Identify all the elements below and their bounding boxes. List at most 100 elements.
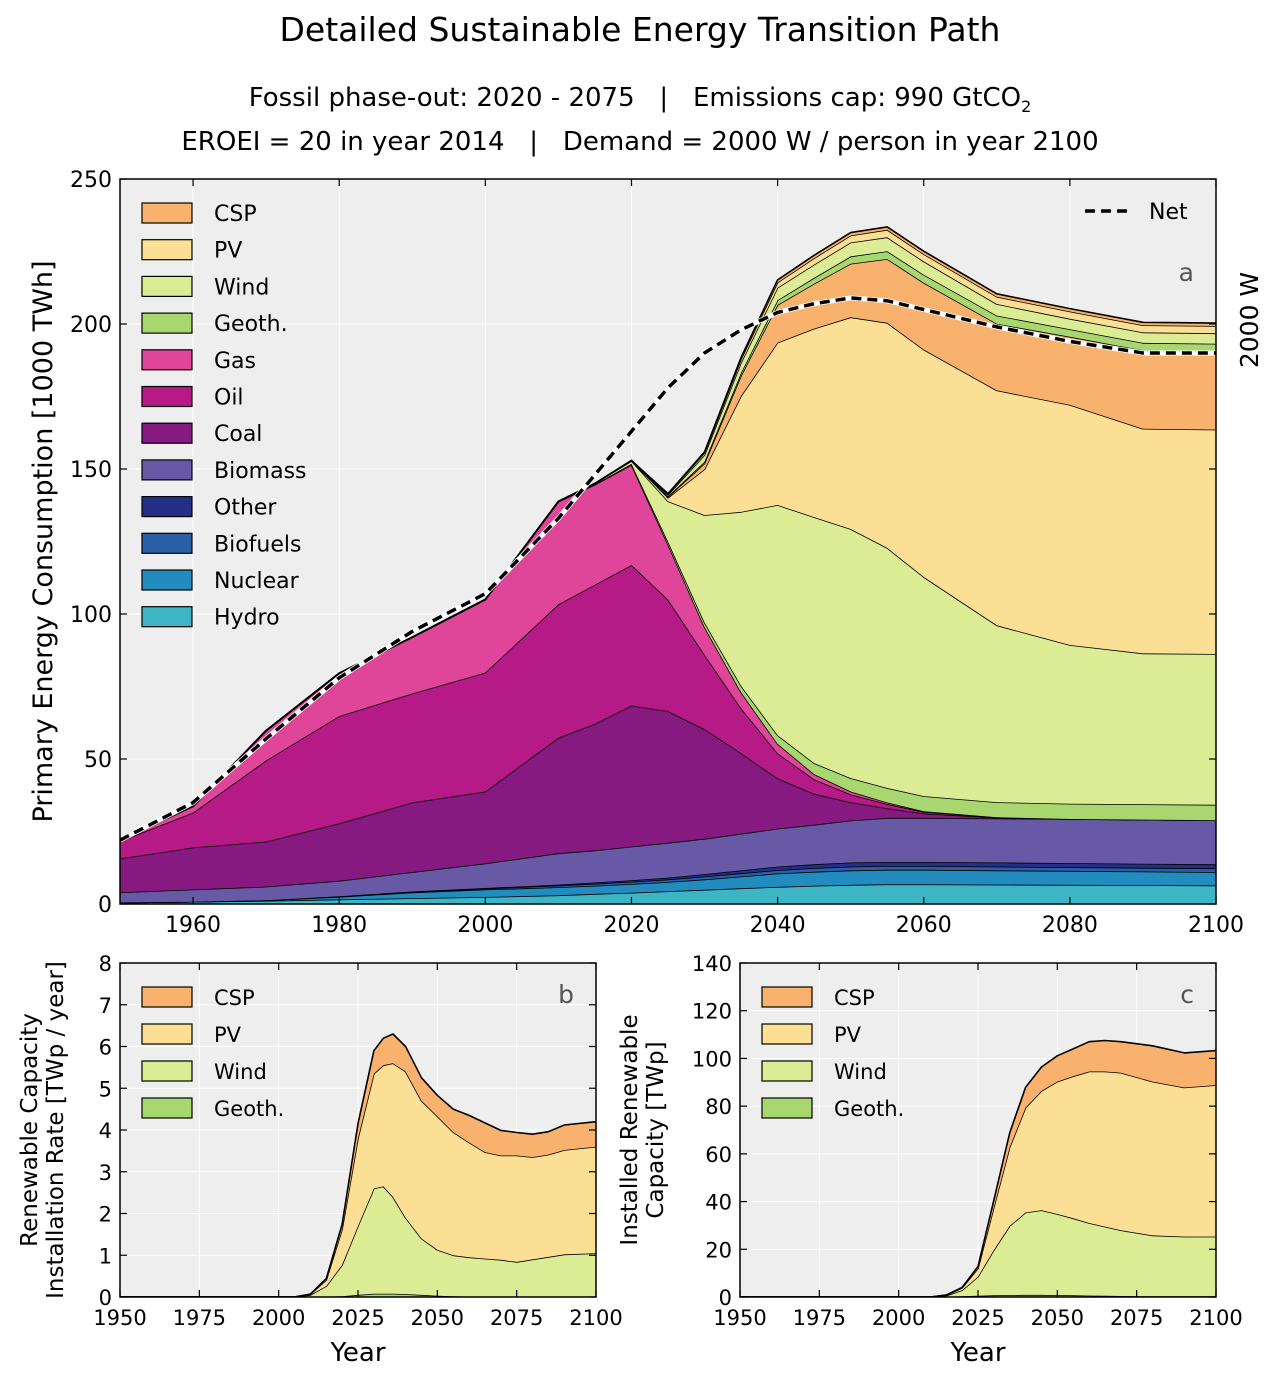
y-axis-label: Renewable CapacityInstallation Rate [TWp… (17, 961, 69, 1299)
x-tick-label: 2100 (1188, 913, 1244, 938)
legend-label-geoth: Geoth. (214, 312, 288, 337)
area-wind (740, 1210, 1216, 1297)
x-tick-label: 2075 (1110, 1306, 1163, 1330)
area-other (120, 862, 1216, 903)
legend-label-pv: PV (214, 1023, 242, 1047)
x-tick-label: 1975 (173, 1306, 226, 1330)
y-tick-label: 20 (705, 1238, 732, 1262)
x-tick-label: 2080 (1042, 913, 1098, 938)
legend-swatch-pv (141, 1023, 193, 1045)
area-pv (120, 1063, 596, 1297)
chart-panel-c: 1950 1975 2000 2025 2050 2075 2100 0 20 40 60 80 100… (617, 952, 1243, 1368)
y-axis-label-line: Renewable Capacity (17, 1013, 43, 1247)
legend-label-hydro: Hydro (214, 606, 280, 631)
subtitle-separator: | (659, 83, 669, 113)
panel-label: c (1180, 980, 1194, 1009)
legend-label-nuclear: Nuclear (214, 569, 300, 594)
y-axis-label: Primary Energy Consumption [1000 TWh] (28, 260, 59, 822)
legend-swatch-hydro (141, 606, 193, 628)
subtitle-emissions-cap: Emissions cap: 990 GtCO (692, 83, 1022, 113)
y-tick-label: 250 (70, 168, 112, 193)
area-coal (120, 705, 1216, 893)
chart-panel-a: 1960 1980 2000 2020 2040 2060 2080 2100 0 50 100 15… (28, 168, 1264, 938)
legend-label-csp: CSP (214, 202, 257, 227)
x-tick-label: 2100 (1189, 1306, 1242, 1330)
legend-swatch-gas (141, 349, 193, 371)
legend-label-wind: Wind (834, 1060, 887, 1084)
area-edge-csp (740, 1039, 1216, 1297)
legend-label-pv: PV (834, 1023, 862, 1047)
x-tick-label: 2040 (750, 913, 806, 938)
legend-label-geoth: Geoth. (834, 1097, 904, 1121)
legend-label-gas: Gas (214, 349, 256, 374)
y-axis-label-line: Primary Energy Consumption [1000 TWh] (28, 260, 59, 822)
legend-swatch-geoth (141, 312, 193, 334)
area-pv (740, 1071, 1216, 1297)
y-tick-label: 120 (692, 1000, 732, 1024)
legend-swatch-csp (141, 202, 193, 224)
legend-label-csp: CSP (834, 986, 875, 1010)
area-biomass (120, 817, 1216, 903)
y-tick-label: 3 (99, 1161, 112, 1185)
legend-swatch-wind (141, 275, 193, 297)
subtitle-emissions-cap-subscript: 2 (1021, 97, 1032, 117)
legend: CSP PV Wind Geoth. (141, 986, 284, 1121)
area-csp (740, 1040, 1216, 1297)
legend-label-other: Other (214, 496, 277, 521)
legend-label-coal: Coal (214, 422, 262, 447)
y-tick-label: 0 (99, 1286, 112, 1310)
legend-label-biofuels: Biofuels (214, 532, 301, 557)
chart-subtitle-phaseout: Fossil phase-out: 2020 - 2075 | Emission… (0, 83, 1280, 116)
legend-swatch-biofuels (141, 532, 193, 554)
legend-swatch-other (141, 496, 193, 518)
net-line (120, 296, 1216, 842)
x-tick-label: 1960 (165, 913, 221, 938)
y-tick-label: 150 (70, 458, 112, 483)
y-tick-label: 80 (705, 1095, 732, 1119)
y-tick-label: 50 (84, 748, 112, 773)
panel-label: b (558, 980, 574, 1009)
legend-label-oil: Oil (214, 386, 244, 411)
y-tick-label: 100 (692, 1047, 732, 1071)
area-layers (120, 226, 1216, 904)
y-tick-label: 200 (70, 313, 112, 338)
panel-label: a (1179, 258, 1194, 287)
legend-label-wind: Wind (214, 275, 269, 300)
y-tick-label: 100 (70, 603, 112, 628)
legend-swatch-coal (141, 422, 193, 444)
legend-swatch-wind (141, 1060, 193, 1082)
subtitle-phaseout: Fossil phase-out: 2020 - 2075 (248, 83, 635, 113)
legend: CSP PV Wind Geoth. (761, 986, 904, 1121)
y-tick-label: 60 (705, 1143, 732, 1167)
y-tick-label: 140 (692, 952, 732, 976)
area-oil (120, 565, 1216, 859)
y-tick-label: 4 (99, 1119, 112, 1143)
legend-swatch-wind (761, 1060, 813, 1082)
y-tick-label: 8 (99, 952, 112, 976)
x-tick-label: 2000 (872, 1306, 925, 1330)
y-tick-label: 0 (719, 1286, 732, 1310)
x-tick-label: 2060 (896, 913, 952, 938)
x-tick-label: 2025 (951, 1306, 1004, 1330)
y-tick-label: 7 (99, 994, 112, 1018)
legend-swatch-csp (761, 986, 813, 1008)
area-nuclear (120, 869, 1216, 903)
legend-label-csp: CSP (214, 986, 255, 1010)
x-tick-label: 1980 (311, 913, 367, 938)
legend-label-net: Net (1149, 200, 1188, 225)
y-tick-label: 1 (99, 1244, 112, 1268)
legend-swatch-pv (761, 1023, 813, 1045)
y-tick-label: 2 (99, 1203, 112, 1227)
y-axis-label-line: Installation Rate [TWp / year] (43, 961, 69, 1299)
area-layers (120, 1033, 596, 1297)
x-axis-label: Year (949, 1338, 1005, 1368)
x-tick-label: 1975 (793, 1306, 846, 1330)
x-tick-label: 2000 (252, 1306, 305, 1330)
x-tick-label: 2020 (603, 913, 659, 938)
y-tick-label: 6 (99, 1036, 112, 1060)
y-tick-label: 0 (98, 893, 112, 918)
legend-swatch-biomass (141, 459, 193, 481)
right-axis-label: 2000 W (1235, 272, 1264, 368)
x-tick-label: 2075 (490, 1306, 543, 1330)
legend-swatch-geoth (761, 1097, 813, 1119)
